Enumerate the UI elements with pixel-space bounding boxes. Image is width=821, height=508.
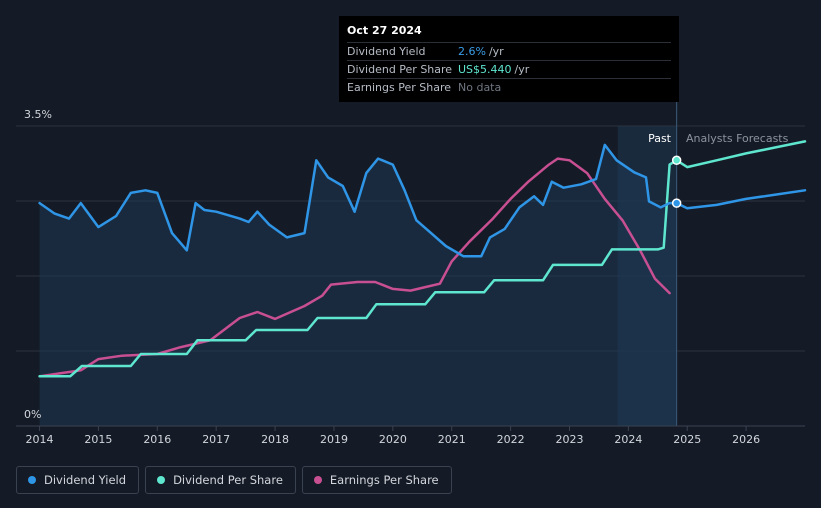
dividend-yield-forecast-line	[675, 189, 807, 210]
legend-dot-icon	[313, 476, 322, 484]
hover-tooltip: Oct 27 2024 Dividend Yield 2.6%/yr Divid…	[339, 16, 679, 102]
legend-label: Dividend Per Share	[173, 473, 283, 487]
tooltip-label: Dividend Yield	[347, 45, 426, 58]
hover-markers	[671, 155, 682, 208]
legend-item-earnings-per-share[interactable]: Earnings Per Share	[301, 466, 452, 494]
tooltip-value: No data	[458, 81, 502, 94]
dividend-per-share-marker	[671, 155, 682, 166]
tooltip-row-dividend-per-share: Dividend Per Share US$5.440/yr	[347, 60, 671, 78]
tooltip-label: Dividend Per Share	[347, 63, 453, 76]
tooltip-unit: /yr	[488, 45, 504, 58]
x-tick-label: 2026	[732, 433, 760, 446]
chart-legend: Dividend Yield Dividend Per Share Earnin…	[16, 466, 452, 494]
x-tick-label: 2024	[614, 433, 642, 446]
x-tick-label: 2017	[202, 433, 230, 446]
earnings-per-share-line	[38, 157, 671, 378]
dividend-yield-line	[38, 143, 678, 258]
tooltip-row-dividend-yield: Dividend Yield 2.6%/yr	[347, 42, 671, 60]
x-tick-label: 2021	[438, 433, 466, 446]
tooltip-value: 2.6%	[458, 45, 486, 58]
y-tick-label-max: 3.5%	[24, 108, 52, 121]
dividend-per-share-forecast-line	[675, 140, 807, 169]
past-label: Past	[648, 132, 672, 145]
legend-dot-icon	[157, 476, 166, 484]
x-tick-label: 2014	[26, 433, 54, 446]
x-tick-label: 2015	[84, 433, 112, 446]
x-tick-label: 2018	[261, 433, 289, 446]
dividend-yield-marker	[671, 198, 682, 208]
y-tick-label-min: 0%	[24, 408, 41, 421]
x-tick-label: 2023	[555, 433, 583, 446]
dividend-per-share-line	[38, 159, 678, 378]
legend-item-dividend-per-share[interactable]: Dividend Per Share	[145, 466, 296, 494]
x-tick-label: 2025	[673, 433, 701, 446]
tooltip-label: Earnings Per Share	[347, 81, 452, 94]
legend-dot-icon	[28, 476, 36, 484]
legend-label: Earnings Per Share	[329, 473, 439, 487]
dividend-yield-area	[39, 144, 677, 426]
x-axis-ticks: 2014 2015 2016 2017 2018 2019 2020 2021 2022 2023…	[26, 426, 760, 446]
x-tick-label: 2016	[143, 433, 171, 446]
dividend-yield-area-fill	[39, 144, 677, 426]
tooltip-unit: /yr	[514, 63, 530, 76]
x-tick-label: 2019	[320, 433, 348, 446]
tooltip-row-earnings-per-share: Earnings Per Share No data	[347, 78, 671, 96]
tooltip-value: US$5.440	[458, 63, 512, 76]
analysts-forecasts-label: Analysts Forecasts	[686, 132, 789, 145]
legend-item-dividend-yield[interactable]: Dividend Yield	[16, 466, 140, 494]
x-tick-label: 2022	[497, 433, 525, 446]
series-lines	[38, 140, 807, 378]
legend-label: Dividend Yield	[44, 473, 127, 487]
tooltip-date: Oct 27 2024	[347, 24, 422, 37]
x-tick-label: 2020	[379, 433, 407, 446]
